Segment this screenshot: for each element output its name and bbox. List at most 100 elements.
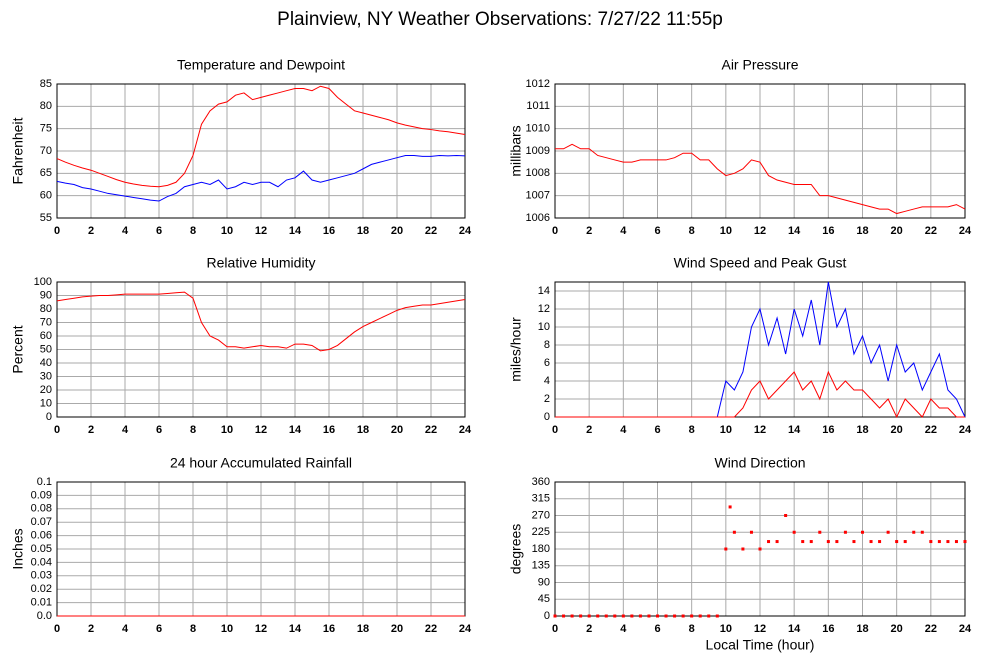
x-tick-label: 10 [221,623,233,635]
y-tick-label: 20 [40,384,52,396]
x-axis-label: Local Time (hour) [706,637,815,653]
y-tick-label: 0.1 [37,476,52,488]
data-point [707,614,711,618]
y-tick-label: 60 [40,330,52,342]
data-point [775,540,779,544]
x-tick-label: 20 [391,623,403,635]
y-tick-label: 90 [40,289,52,301]
data-point [613,614,617,618]
x-tick-label: 8 [190,623,196,635]
x-tick-label: 6 [654,424,660,436]
y-tick-label: 90 [538,576,550,588]
data-line [555,370,965,419]
data-point [553,614,557,618]
data-point [861,530,864,534]
data-point [809,540,813,544]
x-tick-label: 0 [54,225,60,237]
data-point [596,614,600,618]
x-tick-label: 4 [620,225,627,237]
data-point [758,547,762,551]
chart-title: Temperature and Dewpoint [177,57,345,73]
y-tick-label: 6 [544,357,550,369]
data-point [826,540,830,544]
y-tick-label: 65 [40,167,52,179]
y-tick-label: 60 [40,190,52,202]
x-tick-label: 24 [459,623,472,635]
plot-frame [554,83,966,219]
data-point [604,614,608,618]
x-tick-label: 12 [255,623,267,635]
y-axis-label: degrees [508,524,524,575]
chart-title: 24 hour Accumulated Rainfall [170,455,352,471]
x-tick-label: 16 [323,623,335,635]
y-tick-label: 360 [532,476,550,488]
x-tick-label: 6 [654,225,660,237]
plot-frame [554,481,966,617]
y-tick-label: 1011 [526,100,550,112]
x-tick-label: 10 [221,424,233,436]
y-tick-label: 75 [40,123,52,135]
data-point [715,614,719,618]
x-tick-label: 18 [856,225,868,237]
data-point [818,530,822,534]
x-tick-label: 18 [357,424,369,436]
y-tick-label: 100 [34,276,52,288]
y-tick-label: 14 [538,285,550,297]
x-tick-label: 20 [891,225,903,237]
x-tick-label: 24 [459,424,472,436]
data-point [562,614,566,618]
data-point [664,614,668,618]
x-tick-label: 4 [620,424,627,436]
x-tick-label: 12 [255,424,267,436]
data-point [903,540,907,544]
x-tick-label: 2 [586,424,592,436]
x-tick-label: 20 [391,424,403,436]
y-tick-label: 0 [544,610,550,622]
y-tick-label: 12 [538,303,550,315]
data-line [56,154,466,202]
y-tick-label: 30 [40,370,52,382]
data-point [647,614,651,618]
x-tick-label: 22 [925,225,937,237]
y-axis-label: millibars [508,125,524,176]
x-tick-label: 22 [925,623,937,635]
x-tick-label: 18 [856,424,868,436]
y-tick-label: 135 [532,560,550,572]
y-tick-label: 0 [544,411,550,423]
x-tick-label: 8 [190,424,196,436]
y-tick-label: 225 [532,526,550,538]
x-tick-label: 2 [88,424,94,436]
y-tick-label: 10 [40,397,52,409]
x-tick-label: 4 [620,623,627,635]
x-tick-label: 0 [54,424,60,436]
x-tick-label: 24 [459,225,472,237]
x-tick-label: 16 [323,225,335,237]
data-point [784,514,788,517]
data-point [852,540,856,544]
x-tick-label: 8 [689,424,695,436]
x-tick-label: 12 [754,225,766,237]
data-point [587,614,591,618]
x-tick-label: 22 [425,225,437,237]
x-tick-label: 0 [552,623,558,635]
y-tick-label: 0.09 [31,489,52,501]
x-tick-label: 0 [552,225,558,237]
x-tick-label: 2 [586,225,592,237]
y-tick-label: 1012 [526,78,550,90]
x-tick-label: 24 [959,424,972,436]
data-point [570,614,574,618]
y-tick-label: 2 [544,393,550,405]
y-tick-label: 85 [40,78,52,90]
chart-title: Wind Direction [714,455,805,471]
x-tick-label: 4 [122,424,129,436]
x-tick-label: 2 [88,623,94,635]
x-tick-label: 20 [891,424,903,436]
data-line [56,291,466,352]
y-tick-label: 0.07 [31,516,52,528]
data-point [869,540,873,544]
x-tick-label: 4 [122,623,129,635]
plot-frame [56,83,466,219]
x-tick-label: 18 [856,623,868,635]
x-tick-label: 22 [425,424,437,436]
y-tick-label: 1006 [526,212,550,224]
